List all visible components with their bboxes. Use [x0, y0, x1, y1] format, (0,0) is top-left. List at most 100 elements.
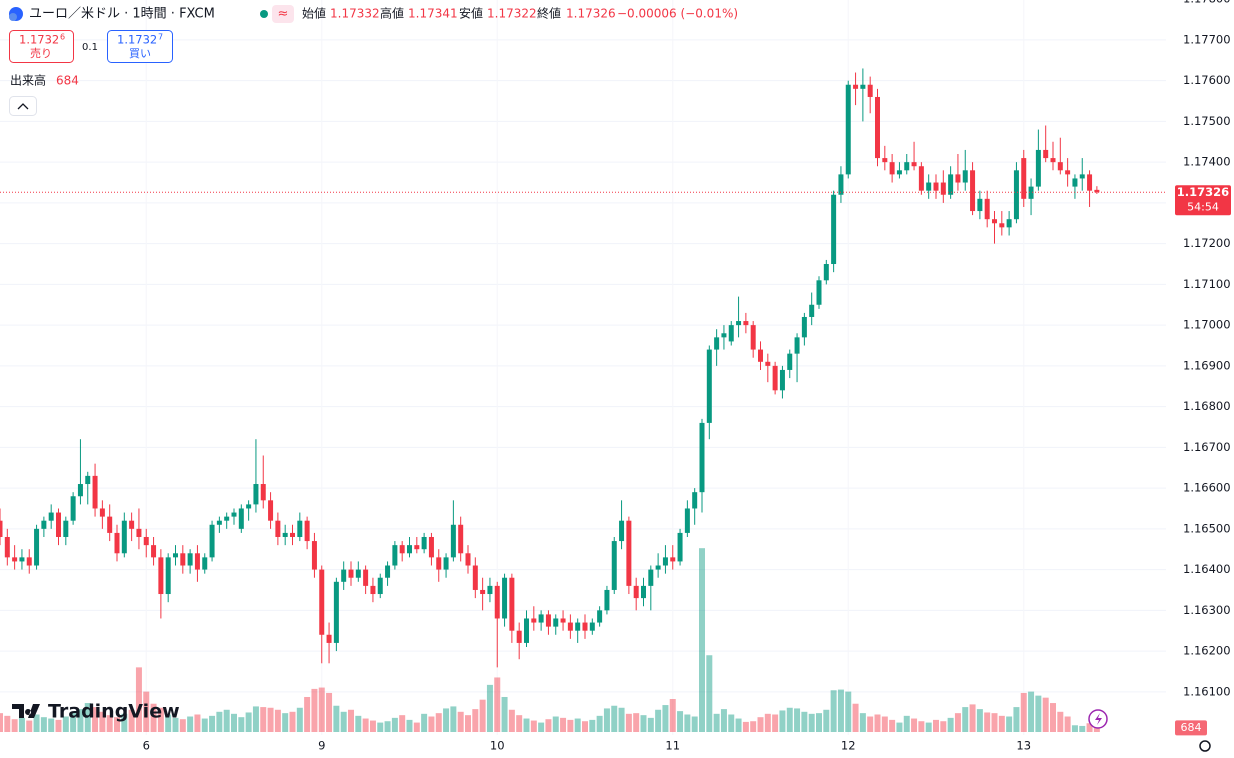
volume-bar [406, 719, 413, 732]
volume-bar [794, 708, 801, 732]
volume-bar [735, 718, 742, 732]
candle-body [1035, 149, 1041, 187]
volume-bar [326, 692, 333, 732]
candle-body [114, 532, 120, 554]
candle-body [970, 170, 976, 212]
candle-body [692, 492, 698, 509]
candle-body [202, 557, 208, 570]
candle-body [1006, 219, 1012, 228]
y-tick-label: 1.16700 [1183, 440, 1231, 454]
volume-bar [70, 712, 77, 732]
volume-bar [311, 688, 318, 732]
candle-body [779, 369, 785, 391]
candle-body [531, 618, 537, 623]
candle-body [385, 565, 391, 578]
candle-body [41, 520, 47, 529]
volume-bar [40, 717, 47, 732]
volume-bar [1006, 716, 1013, 732]
candle-body [1043, 149, 1049, 159]
volume-bar [201, 718, 208, 732]
candle-body [1050, 158, 1056, 163]
volume-bar [1079, 725, 1086, 732]
candle-body [882, 158, 888, 163]
volume-bar [530, 720, 537, 732]
volume-bar [852, 703, 859, 732]
candle-body [421, 536, 427, 550]
symbol[interactable]: ユーロ／米ドル · 1時間 · FXCM [29, 7, 215, 22]
volume-bar [494, 677, 501, 732]
candle-body [984, 198, 990, 220]
candle-body [19, 557, 25, 562]
logo-text: TradingView [48, 701, 180, 723]
volume-bar [479, 699, 486, 732]
low-label: 安値 [459, 6, 483, 21]
volume-bar [340, 711, 347, 732]
sell-button[interactable] [9, 30, 74, 63]
candle-body [355, 569, 361, 578]
alert-icon [1095, 713, 1102, 725]
candle-body [502, 577, 508, 619]
candle-body [823, 264, 829, 281]
volume-bar [706, 655, 713, 732]
volume-tag-value: 684 [1181, 721, 1202, 734]
volume-bar [947, 717, 954, 732]
volume-bar [187, 716, 194, 732]
candle-body [633, 585, 639, 599]
candle-body [670, 557, 676, 562]
volume-bar [157, 707, 164, 732]
candle-body [758, 349, 763, 362]
candle-body [326, 634, 332, 643]
candle-body [1065, 170, 1071, 175]
volume-bar [450, 706, 457, 732]
candle-body [480, 589, 486, 595]
candle-body [180, 553, 186, 566]
candle-body [428, 536, 434, 558]
y-tick-label: 1.16400 [1183, 562, 1231, 576]
volume-bar [443, 708, 450, 732]
volume-tag [1175, 720, 1207, 736]
candle-body [604, 589, 610, 611]
volume-bar [384, 721, 391, 732]
status-badge [272, 5, 294, 23]
volume-bar [596, 715, 603, 732]
collapse-button[interactable] [9, 96, 37, 116]
candle-body [524, 618, 529, 643]
y-tick-label: 1.16800 [1183, 399, 1231, 413]
volume-bar [728, 714, 735, 732]
volume-bar [589, 719, 596, 732]
buy-button[interactable] [107, 30, 173, 63]
volume-bar [369, 720, 376, 732]
candle-body [333, 581, 339, 643]
candle-body [940, 182, 946, 195]
candle-body [655, 565, 661, 570]
candle-body [538, 614, 544, 623]
candle-body [1057, 162, 1063, 171]
candle-body [721, 333, 727, 338]
sell-price: 1.1732 [19, 33, 59, 47]
y-tick-label: 1.16300 [1183, 603, 1231, 617]
volume-bar [413, 722, 420, 732]
candle-body [684, 508, 690, 533]
volume-bar [1035, 695, 1042, 732]
volume-bar [1071, 725, 1078, 732]
settings-button[interactable] [1199, 740, 1211, 752]
volume-bar [837, 689, 844, 732]
candle-body [136, 528, 142, 537]
candle-body [275, 520, 281, 537]
last-price-tag [1175, 185, 1231, 216]
volume-bar [786, 707, 793, 732]
candle-body [268, 500, 274, 521]
candle-body [450, 524, 456, 558]
volume-bar [998, 715, 1005, 732]
candle-body [977, 198, 983, 212]
candle-body [209, 524, 215, 558]
y-tick-label: 1.17200 [1183, 236, 1231, 250]
candle-body [831, 194, 837, 265]
candle-body [962, 170, 968, 183]
volume-bar [62, 716, 69, 732]
volume-bar [150, 703, 157, 732]
volume-bar [677, 711, 684, 732]
volume-bar [867, 716, 874, 732]
candle-body [77, 484, 83, 497]
candle-body [787, 353, 793, 370]
